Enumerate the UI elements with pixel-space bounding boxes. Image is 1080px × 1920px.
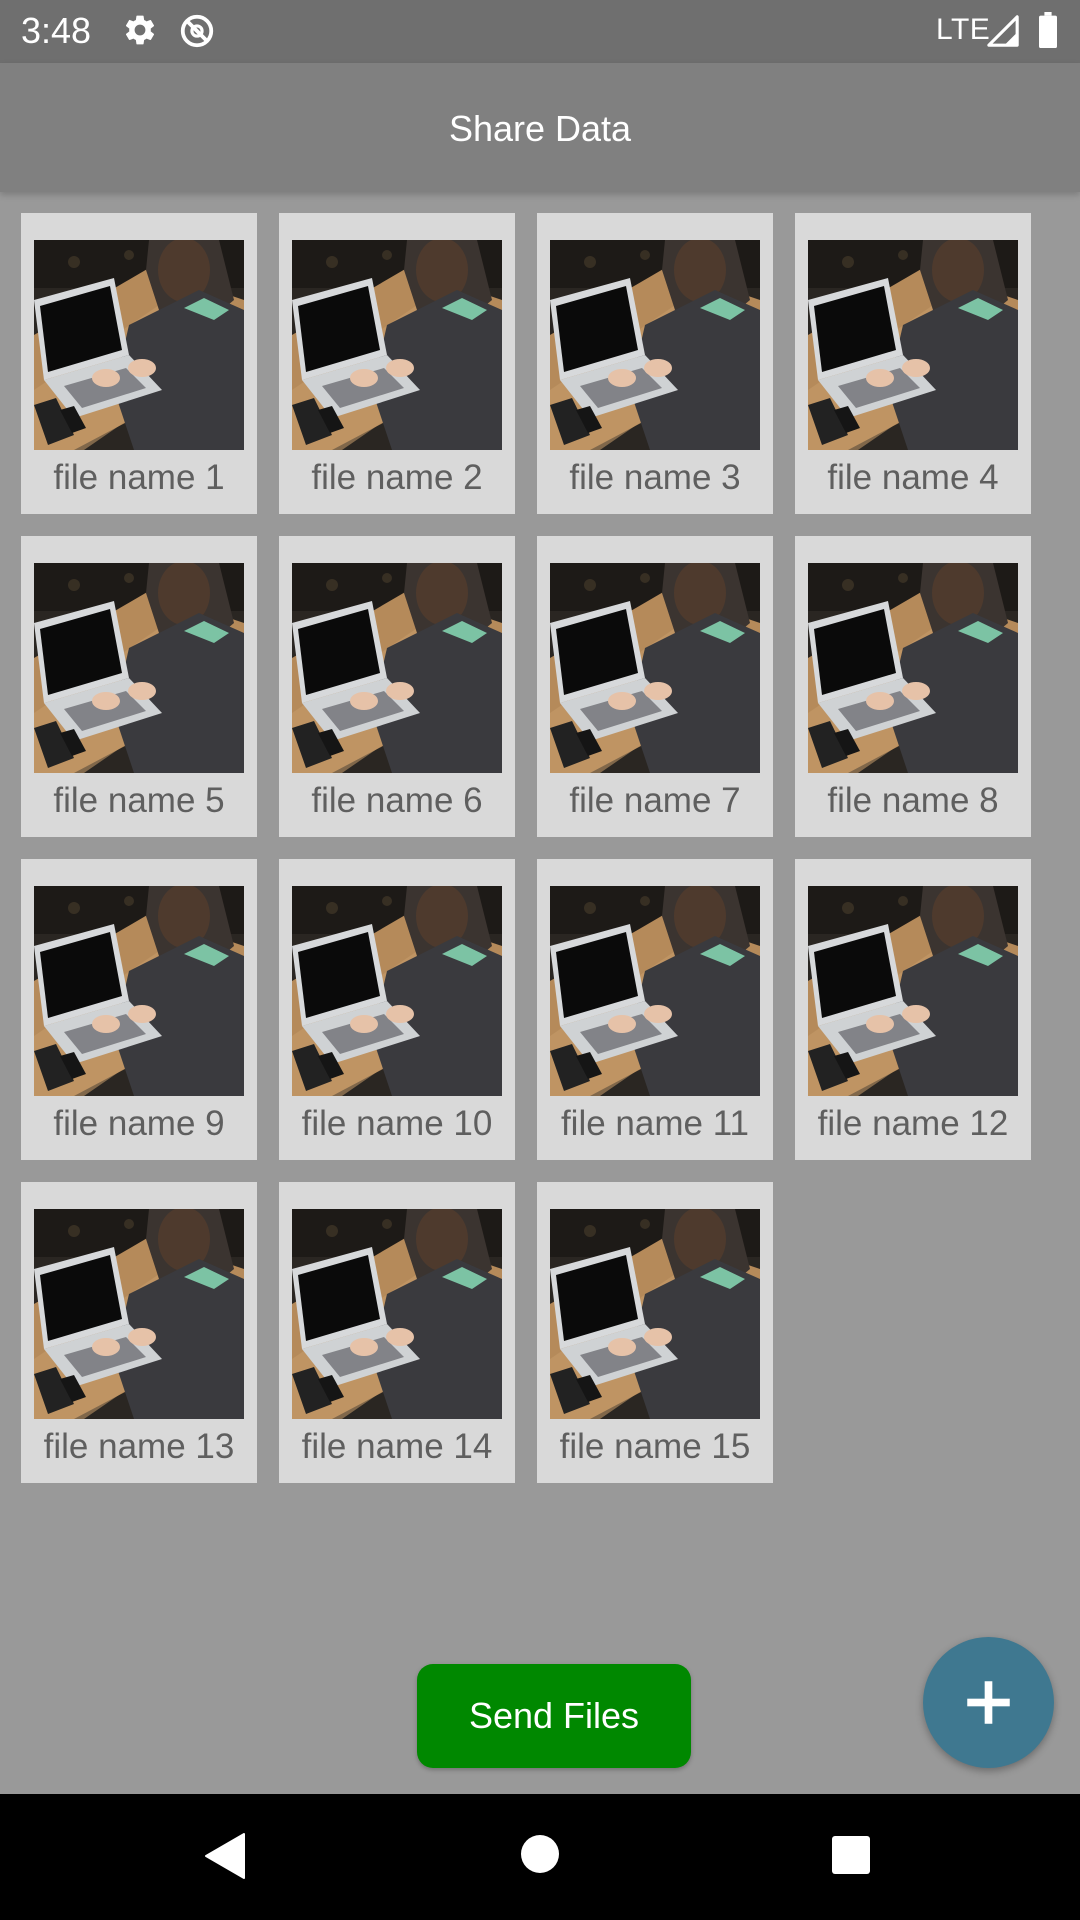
file-name-label: file name 12 (817, 1104, 1009, 1143)
file-tile[interactable]: file name 11 (537, 859, 773, 1160)
send-files-button[interactable]: Send Files (417, 1664, 691, 1768)
file-name-label: file name 8 (827, 781, 999, 820)
file-tile[interactable]: file name 12 (795, 859, 1031, 1160)
file-thumbnail (550, 886, 760, 1096)
file-name-label: file name 15 (559, 1427, 751, 1466)
app-bar: Share Data (0, 63, 1080, 192)
navigation-bar (0, 1794, 1080, 1920)
file-thumbnail (292, 886, 502, 1096)
network-type: LTE (936, 13, 991, 46)
file-tile[interactable]: file name 5 (21, 536, 257, 837)
file-tile[interactable]: file name 14 (279, 1182, 515, 1483)
file-name-label: file name 4 (827, 458, 999, 497)
file-tile[interactable]: file name 2 (279, 213, 515, 514)
signal-icon (986, 14, 1020, 53)
file-name-label: file name 2 (311, 458, 483, 497)
file-name-label: file name 6 (311, 781, 483, 820)
file-name-label: file name 5 (53, 781, 225, 820)
file-thumbnail (34, 1209, 244, 1419)
file-thumbnail (292, 563, 502, 773)
file-thumbnail (808, 240, 1018, 450)
file-thumbnail (550, 563, 760, 773)
file-thumbnail (292, 240, 502, 450)
file-tile[interactable]: file name 15 (537, 1182, 773, 1483)
file-name-label: file name 3 (569, 458, 741, 497)
file-grid: file name 1 file name 2 file name 3 (21, 213, 1061, 1483)
file-tile[interactable]: file name 4 (795, 213, 1031, 514)
file-name-label: file name 9 (53, 1104, 225, 1143)
file-tile[interactable]: file name 10 (279, 859, 515, 1160)
status-bar: 3:48 LTE (0, 0, 1080, 63)
file-tile[interactable]: file name 1 (21, 213, 257, 514)
file-name-label: file name 1 (53, 458, 225, 497)
add-file-button[interactable] (923, 1637, 1054, 1768)
file-tile[interactable]: file name 9 (21, 859, 257, 1160)
file-tile[interactable]: file name 13 (21, 1182, 257, 1483)
file-thumbnail (34, 886, 244, 1096)
file-name-label: file name 10 (301, 1104, 493, 1143)
file-tile[interactable]: file name 8 (795, 536, 1031, 837)
plus-icon (967, 1681, 1010, 1724)
home-circle-icon[interactable] (520, 1834, 560, 1879)
file-name-label: file name 11 (560, 1104, 750, 1143)
file-name-label: file name 7 (569, 781, 741, 820)
file-thumbnail (808, 886, 1018, 1096)
file-thumbnail (550, 1209, 760, 1419)
page-title: Share Data (448, 108, 632, 149)
do-not-disturb-icon (178, 12, 216, 55)
gear-icon (122, 12, 158, 53)
file-name-label: file name 13 (43, 1427, 235, 1466)
file-name-label: file name 14 (301, 1427, 493, 1466)
file-thumbnail (34, 563, 244, 773)
file-thumbnail (550, 240, 760, 450)
file-tile[interactable]: file name 6 (279, 536, 515, 837)
file-thumbnail (34, 240, 244, 450)
recents-square-icon[interactable] (831, 1835, 871, 1880)
file-tile[interactable]: file name 3 (537, 213, 773, 514)
file-thumbnail (292, 1209, 502, 1419)
file-tile[interactable]: file name 7 (537, 536, 773, 837)
status-time: 3:48 (21, 10, 92, 51)
battery-icon (1036, 12, 1060, 53)
back-triangle-icon[interactable] (204, 1832, 246, 1885)
file-thumbnail (808, 563, 1018, 773)
